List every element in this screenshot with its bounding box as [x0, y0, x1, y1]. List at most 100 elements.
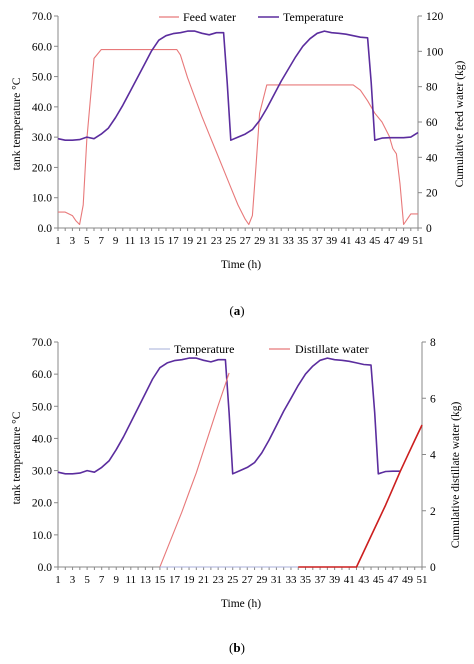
y-tick-label-right: 2 [430, 506, 436, 518]
series-line-2 [298, 424, 423, 568]
x-tick-label: 37 [312, 235, 324, 247]
y-tick-label-right: 20 [426, 188, 438, 200]
x-tick-label: 25 [227, 574, 239, 586]
x-tick-label: 37 [315, 574, 327, 586]
x-tick-label: 51 [417, 574, 428, 586]
x-tick-label: 31 [271, 574, 282, 586]
y-tick-label-left: 70.0 [32, 11, 52, 23]
y-tick-label-left: 10.0 [32, 193, 52, 205]
x-tick-label: 21 [197, 235, 208, 247]
y-tick-label-right: 0 [426, 223, 432, 235]
legend-label-distillate-water: Distillate water [295, 342, 369, 356]
y-tick-label-right: 0 [430, 562, 436, 574]
x-axis-label: Time (h) [221, 259, 261, 271]
x-tick-label: 35 [300, 574, 312, 586]
y-tick-label-left: 60.0 [32, 41, 52, 53]
y-tick-label-left: 50.0 [32, 401, 52, 413]
x-tick-label: 33 [283, 235, 295, 247]
y-tick-label-left: 40.0 [32, 102, 52, 114]
caption-b-letter: b [233, 640, 241, 655]
x-tick-label: 13 [139, 235, 151, 247]
x-tick-label: 19 [182, 235, 194, 247]
chart-b: Temperature Distillate water Time (h) ta… [11, 337, 462, 610]
x-tick-label: 5 [84, 235, 90, 247]
chart-a: Feed water Temperature Time (h) tank tem… [11, 10, 466, 271]
x-tick-label: 11 [125, 235, 136, 247]
y-tick-label-right: 4 [430, 450, 436, 462]
x-tick-label: 1 [55, 574, 61, 586]
x-tick-label: 15 [154, 574, 166, 586]
x-tick-label: 9 [113, 235, 119, 247]
x-tick-label: 33 [285, 574, 297, 586]
x-tick-label: 7 [99, 574, 105, 586]
x-tick-label: 21 [198, 574, 209, 586]
legend-label-temperature: Temperature [283, 10, 343, 24]
x-tick-label: 39 [326, 235, 338, 247]
x-axis-label: Time (h) [221, 598, 261, 610]
x-tick-label: 13 [140, 574, 152, 586]
y-tick-label-right: 60 [426, 117, 438, 129]
legend-label-temperature: Temperature [174, 342, 234, 356]
x-tick-label: 31 [269, 235, 280, 247]
x-tick-label: 35 [297, 235, 309, 247]
x-tick-label: 49 [402, 574, 414, 586]
y-tick-label-left: 50.0 [32, 72, 52, 84]
y-tick-label-left: 0.0 [38, 223, 53, 235]
x-tick-label: 43 [355, 235, 367, 247]
y-axis-label-left: tank temperature °C [11, 77, 23, 170]
x-tick-label: 9 [113, 574, 119, 586]
y-tick-label-right: 40 [426, 152, 438, 164]
x-tick-label: 23 [213, 574, 225, 586]
x-tick-label: 17 [169, 574, 181, 586]
y-axis-label-right: Cumulative distillate water (kg) [450, 402, 462, 549]
x-tick-label: 29 [254, 235, 266, 247]
x-tick-label: 45 [369, 235, 381, 247]
y-tick-label-left: 70.0 [32, 337, 52, 349]
caption-a-letter: a [233, 303, 241, 318]
legend-label-feed-water: Feed water [183, 10, 236, 24]
x-tick-label: 43 [358, 574, 370, 586]
series-line-distillate-water [159, 372, 230, 568]
series-line-temperature [57, 30, 419, 141]
y-tick-label-right: 6 [430, 393, 436, 405]
x-tick-label: 45 [373, 574, 385, 586]
x-tick-label: 11 [126, 574, 137, 586]
x-tick-label: 25 [225, 235, 237, 247]
x-tick-label: 17 [168, 235, 180, 247]
x-tick-label: 5 [84, 574, 90, 586]
series-line-temperature [57, 357, 401, 475]
x-tick-label: 39 [329, 574, 341, 586]
x-tick-label: 7 [98, 235, 104, 247]
y-tick-label-right: 8 [430, 337, 436, 349]
y-tick-label-left: 30.0 [32, 466, 52, 478]
x-tick-label: 49 [398, 235, 410, 247]
y-tick-label-left: 40.0 [32, 433, 52, 445]
y-axis-label-right: Cumulative feed water (kg) [454, 60, 466, 187]
x-tick-label: 27 [240, 235, 252, 247]
y-tick-label-left: 10.0 [32, 530, 52, 542]
x-tick-label: 1 [55, 235, 61, 247]
x-tick-label: 41 [341, 235, 352, 247]
x-tick-label: 29 [256, 574, 268, 586]
x-tick-label: 41 [344, 574, 355, 586]
y-tick-label-right: 120 [426, 11, 444, 23]
y-tick-label-right: 100 [426, 46, 444, 58]
series-line-feed-water [58, 49, 418, 226]
caption-a: (a) [229, 303, 245, 318]
y-tick-label-left: 20.0 [32, 162, 52, 174]
caption-b: (b) [229, 640, 245, 655]
x-tick-label: 3 [70, 235, 76, 247]
x-tick-label: 23 [211, 235, 223, 247]
y-tick-label-left: 20.0 [32, 498, 52, 510]
x-tick-label: 3 [70, 574, 76, 586]
x-tick-label: 47 [384, 235, 396, 247]
y-tick-label-left: 60.0 [32, 369, 52, 381]
x-tick-label: 51 [413, 235, 424, 247]
y-tick-label-right: 80 [426, 82, 438, 94]
x-tick-label: 27 [242, 574, 254, 586]
x-tick-label: 47 [387, 574, 399, 586]
y-axis-label-left: tank temperature °C [11, 411, 23, 504]
x-tick-label: 15 [153, 235, 165, 247]
y-tick-label-left: 0.0 [38, 562, 53, 574]
